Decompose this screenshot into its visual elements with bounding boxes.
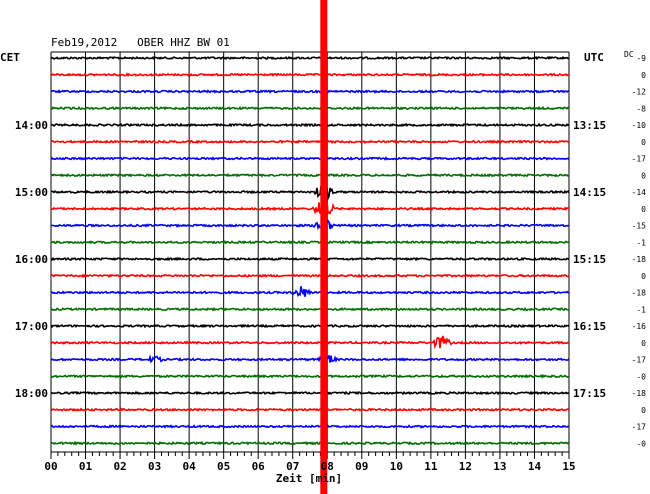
dc-label: DC <box>624 50 634 59</box>
right-hour-label: 17:15 <box>573 387 606 400</box>
dc-offset-label: -1 <box>636 238 646 247</box>
x-axis-title: Zeit [min] <box>276 472 342 485</box>
x-tick-label: 01 <box>79 460 93 473</box>
dc-offset-label: 0 <box>641 71 646 80</box>
dc-offset-label: -16 <box>632 322 647 331</box>
left-hour-label: 17:00 <box>15 320 48 333</box>
trace-line <box>50 183 570 202</box>
trace-line <box>50 424 570 429</box>
axis-labels: 00 01 02 03 04 05 06 07 08 09 10 11 12 13 14 1514:0015:… <box>15 54 646 473</box>
trace-line <box>50 196 570 218</box>
x-tick-label: 02 <box>113 460 126 473</box>
right-hour-label: 16:15 <box>573 320 606 333</box>
dc-offset-label: 0 <box>641 339 646 348</box>
dc-offset-label: -17 <box>632 155 647 164</box>
dc-offset-label: 0 <box>641 272 646 281</box>
trace-line <box>50 139 570 145</box>
dc-offset-label: -18 <box>632 289 647 298</box>
dc-offset-label: 0 <box>641 171 646 180</box>
dc-offset-label: -18 <box>632 255 647 264</box>
dc-offset-label: -18 <box>632 389 647 398</box>
dc-offset-label: -0 <box>636 372 646 381</box>
x-tick-label: 08 <box>321 460 334 473</box>
x-tick-label: 06 <box>252 460 266 473</box>
x-tick-label: 15 <box>562 460 575 473</box>
trace-line <box>50 286 570 298</box>
left-hour-label: 16:00 <box>15 253 48 266</box>
trace-line <box>50 306 570 312</box>
x-tick-label: 07 <box>286 460 299 473</box>
dc-offset-label: -1 <box>636 305 646 314</box>
x-tick-label: 04 <box>183 460 197 473</box>
x-tick-label: 03 <box>148 460 161 473</box>
x-tick-label: 10 <box>390 460 403 473</box>
seismic-traces <box>50 55 570 446</box>
trace-line <box>50 354 570 365</box>
x-tick-label: 00 <box>44 460 57 473</box>
left-hour-label: 18:00 <box>15 387 48 400</box>
trace-line <box>50 273 570 279</box>
trace-line <box>50 173 570 178</box>
dc-offset-label: -0 <box>636 439 646 448</box>
utc-label: UTC <box>584 51 604 64</box>
trace-line <box>50 122 570 128</box>
grid <box>50 51 570 459</box>
marker-bar <box>320 0 328 494</box>
right-hour-label: 13:15 <box>573 119 606 132</box>
cet-label: CET <box>0 51 20 64</box>
chart-title: Feb19,2012 OBER HHZ BW 01 <box>51 36 230 49</box>
dc-offset-label: -17 <box>632 356 647 365</box>
trace-line <box>50 55 570 61</box>
right-hour-label: 14:15 <box>573 186 606 199</box>
dc-offset-label: -8 <box>636 104 646 113</box>
dc-offset-label: -12 <box>632 88 647 97</box>
trace-line <box>50 156 570 161</box>
trace-line <box>50 105 570 111</box>
x-tick-label: 13 <box>493 460 506 473</box>
dc-offset-label: -10 <box>632 121 647 130</box>
x-tick-label: 12 <box>459 460 472 473</box>
right-hour-label: 15:15 <box>573 253 606 266</box>
trace-line <box>50 323 570 329</box>
trace-line <box>50 239 570 245</box>
x-tick-label: 11 <box>424 460 438 473</box>
x-tick-label: 14 <box>528 460 542 473</box>
red-marker-line <box>320 0 328 494</box>
left-hour-label: 15:00 <box>15 186 48 199</box>
x-tick-label: 05 <box>217 460 230 473</box>
dc-offset-label: 0 <box>641 406 646 415</box>
trace-line <box>50 390 570 396</box>
trace-line <box>50 219 570 231</box>
dc-offset-label: 0 <box>641 138 646 147</box>
trace-line <box>50 407 570 413</box>
trace-line <box>50 256 570 262</box>
dc-offset-label: -9 <box>636 54 646 63</box>
dc-offset-label: -17 <box>632 423 647 432</box>
dc-offset-label: 0 <box>641 205 646 214</box>
trace-line <box>50 373 570 379</box>
trace-line <box>50 72 570 78</box>
dc-offset-label: -14 <box>632 188 647 197</box>
trace-line <box>50 89 570 94</box>
dc-offset-label: -15 <box>632 222 647 231</box>
left-hour-label: 14:00 <box>15 119 48 132</box>
trace-line <box>50 335 570 350</box>
trace-line <box>50 440 570 446</box>
x-tick-label: 09 <box>355 460 368 473</box>
